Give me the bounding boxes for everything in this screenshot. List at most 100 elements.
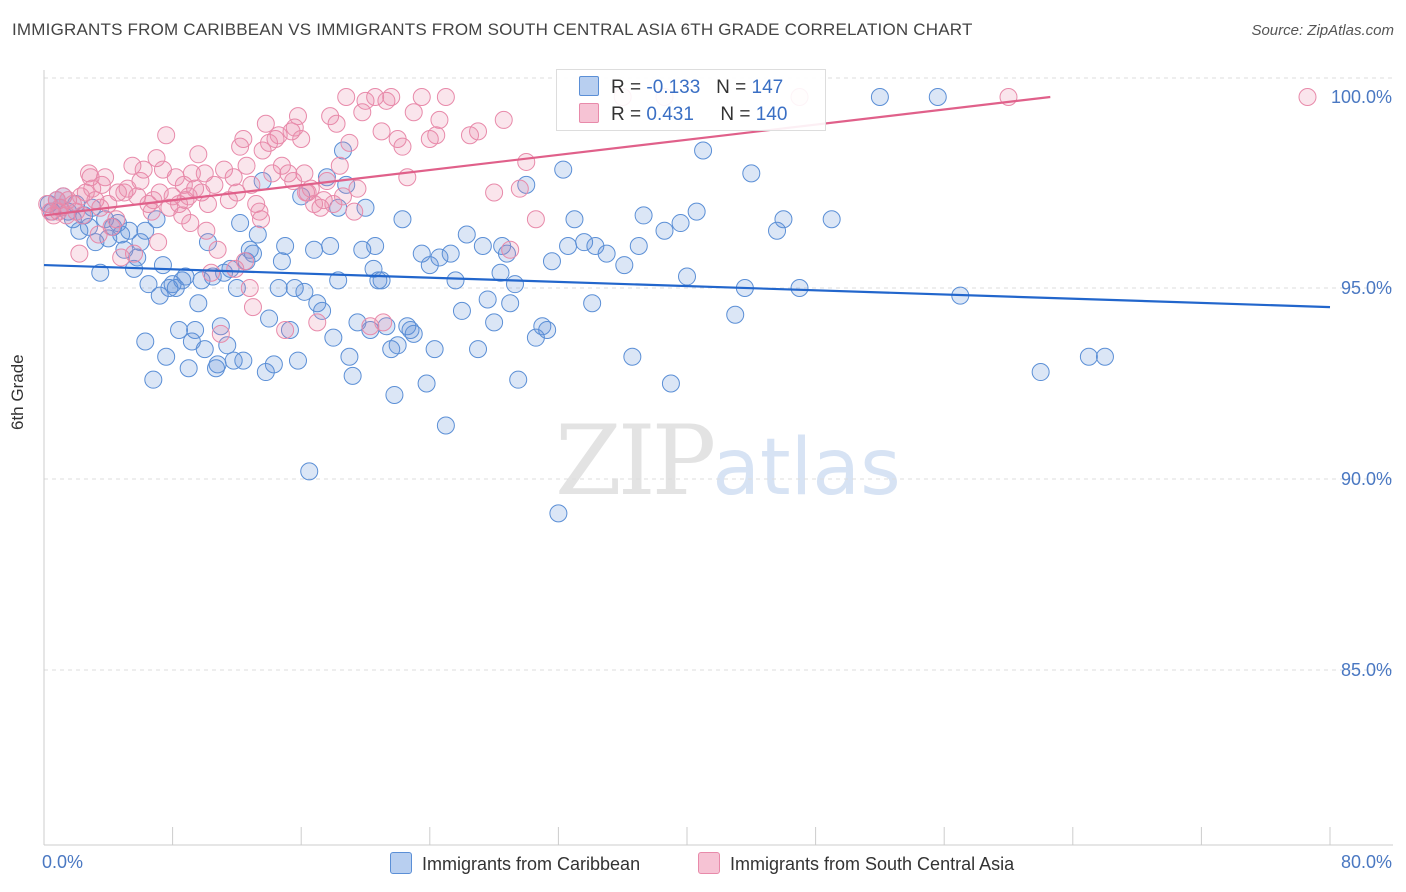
south-central-asia-point	[292, 130, 311, 149]
caribbean-point	[144, 370, 163, 389]
south-central-asia-point	[1298, 88, 1317, 106]
caribbean-point	[305, 240, 324, 259]
caribbean-point	[170, 321, 189, 340]
caribbean-point	[661, 374, 680, 393]
caribbean-point	[198, 233, 217, 252]
south-central-asia-point	[142, 202, 161, 221]
south-central-asia-point	[356, 91, 375, 110]
caribbean-point	[264, 355, 283, 374]
bottom-legend-label-1: Immigrants from Caribbean	[422, 854, 641, 874]
caribbean-point	[501, 294, 520, 313]
legend-row-south-central-asia: R = 0.431 N = 140	[579, 103, 787, 126]
source-label: Source: ZipAtlas.com	[1251, 22, 1394, 39]
bottom-legend-south-central-asia: Immigrants from South Central Asia	[698, 852, 1014, 875]
caribbean-point	[329, 271, 348, 290]
caribbean-point	[136, 221, 155, 240]
bottom-legend-label-2: Immigrants from South Central Asia	[730, 854, 1015, 874]
caribbean-point	[234, 351, 253, 370]
south-central-asia-point	[125, 244, 144, 263]
south-central-asia-point	[327, 114, 346, 133]
caribbean-point	[356, 198, 375, 217]
south-central-asia-point	[123, 156, 142, 175]
south-central-asia-point	[144, 191, 163, 210]
south-central-asia-point	[250, 202, 269, 221]
south-central-asia-point	[224, 168, 243, 187]
legend-r-label-2: R =	[611, 104, 642, 125]
south-central-asia-point	[208, 240, 227, 259]
caribbean-point	[478, 290, 497, 309]
south-central-asia-point	[485, 183, 504, 202]
caribbean-point	[280, 321, 299, 340]
south-central-asia-point	[252, 210, 271, 229]
caribbean-point	[295, 282, 314, 301]
caribbean-point	[321, 236, 340, 255]
legend-swatch-blue	[579, 76, 599, 96]
south-central-asia-point	[297, 183, 316, 202]
caribbean-point	[272, 252, 291, 271]
caribbean-point	[385, 385, 404, 404]
legend-n-label: N =	[716, 77, 747, 98]
south-central-asia-point	[308, 313, 327, 332]
caribbean-point	[457, 225, 476, 244]
caribbean-point	[91, 263, 110, 282]
south-central-asia-point	[70, 244, 89, 263]
caribbean-point	[324, 328, 343, 347]
caribbean-point	[192, 271, 211, 290]
legend-r-value-1: -0.133	[646, 77, 701, 98]
south-central-asia-point	[89, 225, 108, 244]
caribbean-point	[575, 233, 594, 252]
south-central-asia-point	[314, 191, 333, 210]
south-central-asia-point	[374, 313, 393, 332]
south-central-asia-point	[131, 172, 150, 191]
south-central-asia-point	[330, 156, 349, 175]
caribbean-point	[300, 462, 319, 481]
caribbean-point	[221, 259, 240, 278]
y-axis-label: 6th Grade	[8, 354, 27, 430]
south-central-asia-point	[333, 187, 352, 206]
south-central-asia-point	[256, 114, 275, 133]
caribbean-point	[473, 236, 492, 255]
caribbean-point	[509, 370, 528, 389]
south-central-asia-point	[404, 103, 423, 122]
south-central-asia-point	[501, 240, 520, 259]
south-central-asia-point	[134, 160, 153, 179]
caribbean-point	[393, 210, 412, 229]
caribbean-point	[822, 210, 841, 229]
south-central-asia-point	[215, 160, 234, 179]
south-central-asia-point	[382, 88, 401, 106]
south-central-asia-point	[243, 298, 262, 317]
caribbean-point	[224, 351, 243, 370]
caribbean-point	[671, 214, 690, 233]
caribbean-point	[227, 279, 246, 297]
chart-title: IMMIGRANTS FROM CARIBBEAN VS IMMIGRANTS …	[12, 20, 973, 39]
south-central-asia-point	[157, 126, 176, 145]
caribbean-point	[420, 256, 439, 275]
south-central-asia-point	[272, 156, 291, 175]
caribbean-point	[1095, 347, 1114, 366]
caribbean-point	[559, 236, 578, 255]
caribbean-point	[629, 236, 648, 255]
south-central-asia-point	[174, 175, 193, 194]
south-central-asia-point	[460, 126, 479, 145]
caribbean-trend-line	[43, 263, 1331, 309]
trend-lines	[43, 95, 1331, 309]
caribbean-point	[446, 271, 465, 290]
bottom-swatch-pink	[698, 852, 720, 874]
caribbean-point	[269, 279, 288, 297]
data-points	[38, 88, 1317, 523]
caribbean-point	[549, 504, 568, 523]
south-central-asia-point	[211, 324, 230, 343]
south-central-asia-point	[436, 88, 455, 106]
caribbean-point	[340, 347, 359, 366]
caribbean-point	[554, 160, 573, 179]
south-central-asia-point	[427, 126, 446, 145]
y-tick-90: 90.0%	[1340, 469, 1392, 489]
caribbean-point	[678, 267, 696, 286]
y-tick-85: 85.0%	[1340, 660, 1392, 680]
south-central-asia-point	[202, 263, 221, 282]
legend-r-label: R =	[611, 77, 642, 98]
caribbean-point	[928, 88, 947, 106]
caribbean-point	[441, 244, 460, 263]
south-central-asia-point	[430, 110, 449, 129]
